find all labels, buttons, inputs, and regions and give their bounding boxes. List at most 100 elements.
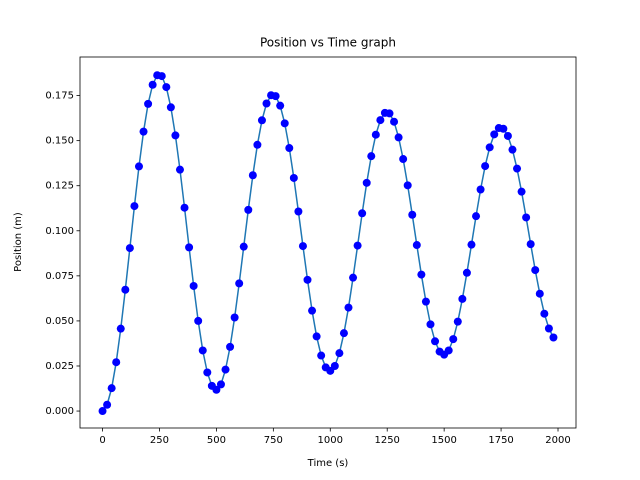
data-point [499,124,508,133]
data-point [349,273,358,282]
data-point [116,324,125,333]
data-point [421,297,430,306]
data-point [139,127,148,136]
data-point [216,380,225,389]
data-point [362,178,371,187]
data-point [303,275,312,284]
data-point [308,306,317,315]
x-axis-label: Time (s) [307,458,349,469]
data-point [203,368,212,377]
data-point [221,365,230,374]
data-point [175,165,184,174]
y-tick-label: 0.150 [45,136,74,147]
data-point [490,130,499,139]
y-axis-label: Position (m) [13,212,24,272]
data-point [280,119,289,128]
y-tick-label: 0.100 [45,226,74,237]
y-tick-label: 0.175 [45,91,74,102]
data-point [235,279,244,288]
data-point [544,324,553,333]
data-point [185,243,194,252]
data-point [103,400,112,409]
data-point [531,266,540,275]
data-point [408,210,417,219]
plot-frame [79,56,577,429]
data-point [257,116,266,125]
data-point [503,131,512,140]
y-tick-label: 0.125 [45,181,74,192]
data-point [353,241,362,250]
data-point [403,181,412,190]
data-point [453,317,462,326]
data-point [462,268,471,277]
y-tick-label: 0.050 [45,316,74,327]
data-point [189,281,198,290]
data-point [226,342,235,351]
data-point [212,385,221,394]
data-point [330,361,339,370]
data-point [444,346,453,355]
data-point [130,202,139,211]
x-tick-label: 0 [99,435,105,446]
data-point [472,212,481,221]
data-point [390,117,399,126]
data-point [449,335,458,344]
data-point [230,313,239,322]
data-point [262,99,271,108]
data-point [513,164,522,173]
data-point [289,173,298,182]
data-point [244,205,253,214]
data-point [508,145,517,154]
data-point [358,209,367,218]
data-point [134,162,143,171]
data-point [367,152,376,161]
data-point [239,242,248,251]
x-tick-label: 250 [150,435,169,446]
data-point [344,303,353,312]
data-point [535,289,544,298]
data-point [481,162,490,171]
data-point [194,316,203,325]
data-point [522,213,531,222]
data-point [476,185,485,194]
data-point [157,72,166,81]
x-tick-label: 2000 [545,435,570,446]
data-point [271,92,280,101]
data-point [431,337,440,346]
data-point [285,144,294,153]
x-tick-label: 500 [207,435,226,446]
data-point [125,244,134,253]
x-tick-label: 1250 [374,435,399,446]
data-point [253,140,262,149]
data-point [458,294,467,303]
data-point [248,171,257,180]
data-point [162,83,171,92]
data-point [412,241,421,250]
data-point [294,207,303,216]
x-tick-label: 750 [264,435,283,446]
data-point [371,130,380,139]
data-point [166,103,175,112]
data-point [180,203,189,212]
data-point [312,332,321,341]
data-point [98,407,107,416]
data-point [198,346,207,355]
chart-title: Position vs Time graph [260,36,396,50]
data-point [485,143,494,152]
data-point [298,242,307,251]
data-point [426,320,435,329]
data-point [112,358,121,367]
data-point [467,240,476,249]
data-point [276,101,285,110]
y-tick-label: 0.000 [45,406,74,417]
data-point [385,109,394,118]
data-point [107,384,116,393]
data-point [339,329,348,338]
data-point [517,187,526,196]
data-line [101,74,555,412]
x-tick-label: 1000 [318,435,343,446]
data-point [549,333,558,342]
data-point [540,309,549,318]
